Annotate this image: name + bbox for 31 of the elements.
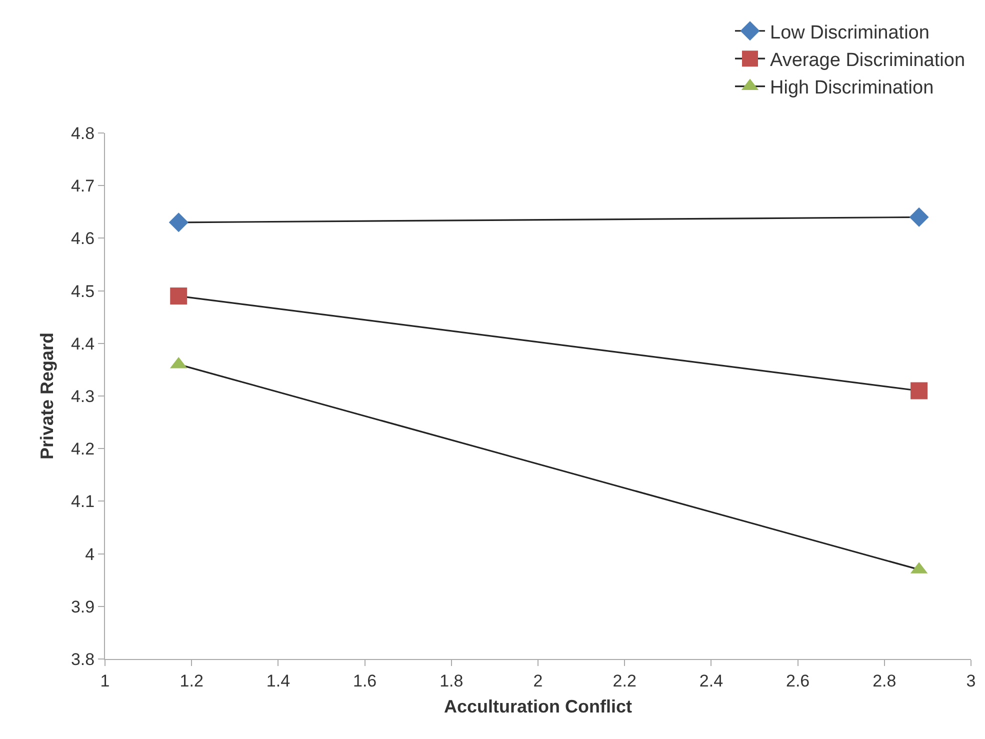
x-tick-label: 1.2 <box>180 671 204 690</box>
point <box>909 207 929 227</box>
point <box>168 212 188 232</box>
y-tick-label: 4.1 <box>70 492 95 512</box>
x-tick-label: 2.6 <box>786 671 810 690</box>
point <box>910 382 928 400</box>
legend-label: Low Discrimination <box>770 22 930 44</box>
x-tick-label: 1.4 <box>266 671 290 690</box>
x-tick-label: 1.6 <box>352 671 377 690</box>
x-tick-label: 1.8 <box>440 671 464 690</box>
x-tick-label: 1 <box>100 671 110 690</box>
y-tick-label: 4 <box>85 544 95 564</box>
y-axis-title: Private Regard <box>37 332 58 460</box>
x-tick-label: 3 <box>966 671 976 690</box>
y-tick-label: 4.7 <box>70 176 95 196</box>
y-tick-label: 4.5 <box>70 282 95 301</box>
y-tick-label: 3.8 <box>70 650 95 669</box>
x-tick-label: 2.8 <box>872 671 896 690</box>
y-tick-label: 4.4 <box>70 334 95 354</box>
legend-label: Average Discrimination <box>770 50 966 71</box>
x-axis-title: Acculturation Conflict <box>444 696 632 716</box>
x-tick-label: 2.4 <box>699 671 724 690</box>
y-tick-label: 4.8 <box>70 124 95 143</box>
point <box>170 288 188 305</box>
x-tick-label: 2 <box>533 671 543 690</box>
y-tick-label: 4.6 <box>70 229 95 248</box>
y-tick-label: 4.3 <box>70 386 95 406</box>
legend-label: High Discrimination <box>770 78 934 99</box>
y-tick-label: 3.9 <box>70 597 95 616</box>
x-tick-label: 2.2 <box>612 671 636 690</box>
y-tick-label: 4.2 <box>70 440 95 459</box>
